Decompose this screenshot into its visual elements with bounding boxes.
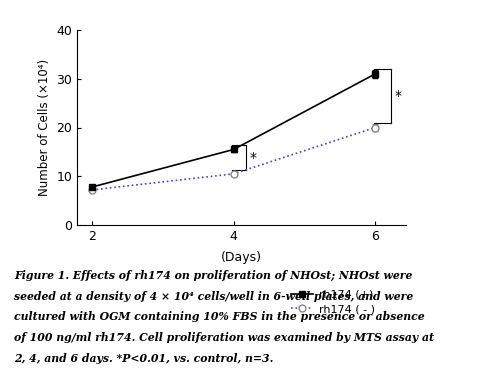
Y-axis label: Number of Cells (×10⁴): Number of Cells (×10⁴) [38,59,51,196]
X-axis label: (Days): (Days) [221,251,262,264]
Text: of 100 ng/ml rh174. Cell proliferation was examined by MTS assay at: of 100 ng/ml rh174. Cell proliferation w… [14,332,435,343]
Text: *: * [250,151,257,165]
Text: *: * [395,88,402,103]
Text: Figure 1. Effects of rh174 on proliferation of NHOst; NHOst were: Figure 1. Effects of rh174 on proliferat… [14,270,413,281]
Text: cultured with OGM containing 10% FBS in the presence or absence: cultured with OGM containing 10% FBS in … [14,311,425,322]
Legend: rh174 (+), rh174 ( - ): rh174 (+), rh174 ( - ) [286,285,379,318]
Text: 2, 4, and 6 days. *P<0.01, vs. control, n=3.: 2, 4, and 6 days. *P<0.01, vs. control, … [14,352,274,363]
Text: seeded at a density of 4 × 10⁴ cells/well in 6-well plates, and were: seeded at a density of 4 × 10⁴ cells/wel… [14,291,414,302]
